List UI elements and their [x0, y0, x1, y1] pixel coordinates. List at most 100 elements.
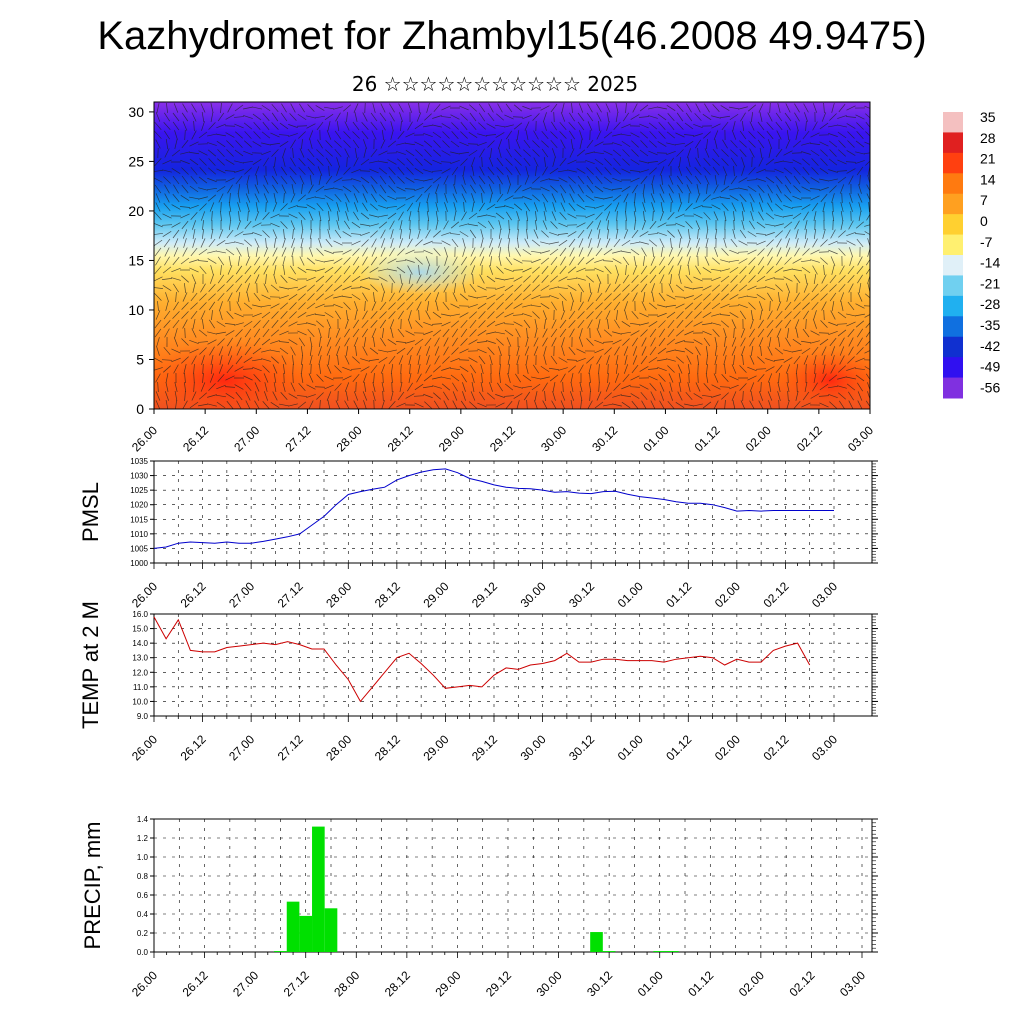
wind-barb: [820, 257, 828, 265]
wind-barb: [481, 372, 483, 384]
wind-barb: [444, 256, 448, 266]
wind-barb: [307, 148, 315, 158]
wind-barb: [820, 293, 828, 301]
wind-barb: [819, 141, 829, 147]
wind-barb: [595, 292, 603, 302]
wind-barb: [172, 319, 180, 329]
wind-barb: [270, 329, 280, 337]
wind-barb: [261, 349, 271, 353]
wind-barb: [252, 159, 262, 165]
wind-barb: [424, 337, 432, 347]
wind-barb: [435, 292, 439, 302]
wind-barb: [306, 123, 316, 129]
wind-barb: [658, 320, 666, 328]
wind-barb: [810, 249, 820, 255]
wind-barb: [532, 284, 540, 292]
wind-barb: [182, 121, 188, 131]
wind-barb: [648, 122, 658, 130]
wind-barb: [687, 256, 691, 266]
wind-barb: [613, 301, 621, 311]
wind-barb: [541, 140, 549, 148]
wind-barb: [171, 222, 181, 228]
wind-barb: [720, 185, 730, 193]
wind-barb: [784, 319, 792, 329]
wind-barb: [263, 193, 269, 203]
wind-barb: [625, 102, 627, 114]
wind-barb: [749, 148, 755, 158]
wind-barb: [217, 373, 225, 383]
wind-barb: [775, 284, 783, 292]
wind-barb: [855, 357, 865, 363]
wind-barb: [639, 322, 649, 326]
wind-barb: [802, 391, 810, 401]
wind-barb: [776, 238, 782, 248]
wind-barb: [630, 393, 640, 399]
wind-barb: [468, 223, 478, 227]
wind-barb: [585, 151, 595, 155]
wind-barb: [811, 301, 819, 311]
wind-barb: [694, 167, 702, 175]
wind-barb: [746, 179, 758, 181]
wind-barb: [523, 284, 531, 292]
wind-barb: [822, 202, 826, 212]
wind-barb: [172, 175, 180, 185]
wind-barb: [498, 220, 502, 230]
wind-barb: [659, 274, 665, 284]
wind-barb: [415, 320, 423, 328]
wind-barb: [774, 267, 784, 273]
wind-barb: [452, 337, 458, 347]
wind-barb: [487, 140, 495, 148]
wind-barb: [828, 140, 838, 148]
wind-barb: [154, 328, 162, 338]
wind-barb: [524, 346, 530, 356]
wind-barb: [791, 152, 803, 154]
wind-barb: [396, 186, 406, 192]
wind-barb: [585, 257, 595, 265]
wind-barb: [711, 123, 721, 129]
wind-barb: [435, 301, 439, 311]
wind-barb: [387, 159, 397, 165]
wind-barb: [667, 400, 675, 409]
wind-barb: [820, 284, 828, 292]
wind-barb: [854, 233, 866, 235]
wind-barb: [280, 112, 288, 122]
wind-barb: [604, 158, 612, 166]
wind-barb: [334, 274, 342, 284]
wind-barb: [702, 312, 712, 318]
temp-x-tick-label: 26.00: [129, 732, 160, 763]
wind-barb: [622, 284, 630, 292]
wind-barb: [370, 319, 378, 329]
wind-barb: [684, 347, 694, 355]
wind-barb: [319, 363, 321, 375]
wind-barb: [542, 220, 548, 230]
wind-barb: [812, 382, 818, 392]
wind-barb: [460, 113, 468, 121]
wind-barb: [207, 142, 217, 146]
wind-barb: [253, 265, 261, 275]
wind-barb: [856, 347, 864, 355]
wind-barb: [342, 366, 352, 372]
wind-barb: [508, 219, 510, 231]
wind-barb: [720, 115, 730, 119]
wind-barb: [431, 323, 443, 325]
temp-x-tick-label: 02.12: [760, 732, 791, 763]
wind-barb: [328, 354, 330, 366]
colorbar-segment: [943, 173, 963, 195]
wind-barb: [813, 229, 817, 239]
wind-barb: [234, 312, 244, 318]
wind-barb: [469, 104, 477, 112]
wind-barb: [164, 112, 170, 122]
wind-barb: [361, 130, 369, 140]
wind-barb: [531, 376, 541, 380]
wind-barb: [399, 112, 403, 122]
wind-barb: [504, 312, 514, 318]
wind-barb: [234, 231, 244, 237]
wind-barb: [262, 212, 270, 220]
wind-barb: [441, 105, 451, 111]
wind-barb: [414, 167, 424, 175]
wind-barb: [543, 112, 547, 122]
wind-barb: [667, 211, 675, 221]
wind-barb: [831, 103, 835, 113]
wind-barb: [760, 381, 762, 393]
wind-barb: [298, 383, 306, 391]
